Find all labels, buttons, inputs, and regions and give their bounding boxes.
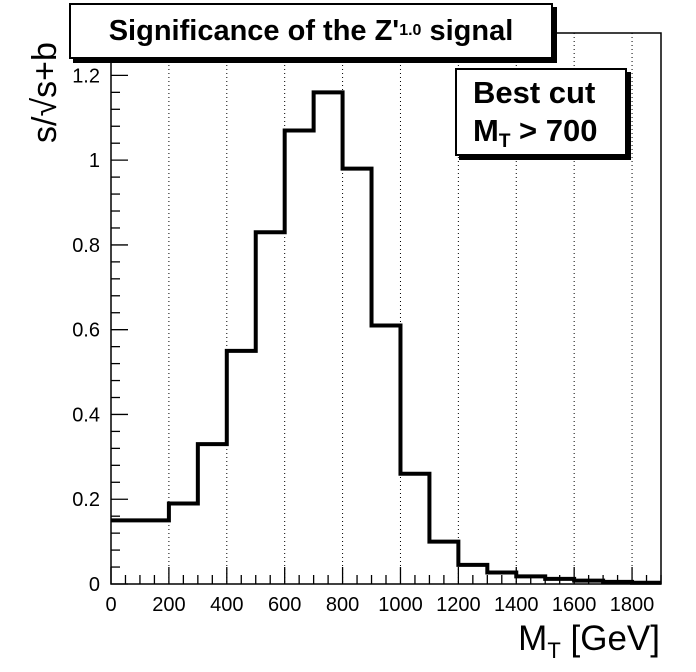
histogram-bin (314, 92, 343, 584)
histogram-bin (343, 169, 372, 584)
y-tick-label: 0.2 (72, 489, 100, 511)
chart-title-main: Significance of the Z' (108, 14, 400, 47)
annotation-mt-main: M (473, 113, 499, 148)
x-label-sub: T (547, 638, 560, 663)
x-tick-label: 1000 (378, 594, 423, 616)
x-tick-label: 1200 (436, 594, 481, 616)
x-tick-label: 600 (268, 594, 301, 616)
y-tick-label: 0.8 (72, 235, 100, 257)
histogram-bin (372, 325, 401, 584)
annotation-line-1: Best cut (473, 75, 596, 110)
histogram-bin (285, 130, 314, 584)
y-tick-label: 1.2 (72, 65, 100, 87)
histogram-series (111, 90, 661, 585)
x-tick-label: 1800 (610, 594, 655, 616)
y-tick-label: 0.6 (72, 320, 100, 342)
x-tick-label: 200 (152, 594, 185, 616)
y-tick-label: 1 (89, 150, 100, 172)
chart-title-suffix: signal (429, 14, 514, 47)
histogram-bin (256, 232, 285, 584)
chart-title-subscript: 1.0 (399, 22, 422, 39)
y-axis-label: s/√s+b (26, 42, 64, 143)
x-axis-label: MT [GeV] (518, 619, 660, 663)
y-tick-label: 0 (89, 574, 100, 596)
y-tick-label: 0.4 (72, 404, 100, 426)
histogram-bin (198, 444, 227, 584)
x-axis-ticks: 0 200 400 600 800 1000 1200 1400 1600 1800 (105, 567, 662, 616)
annotation-cut-value: > 700 (510, 113, 598, 148)
histogram-bin (169, 503, 198, 584)
x-tick-label: 800 (326, 594, 359, 616)
x-tick-label: 400 (210, 594, 243, 616)
x-label-unit: [GeV] (561, 619, 660, 658)
annotation-line-2: MT > 700 (473, 112, 625, 161)
histogram-bin (111, 520, 140, 584)
x-tick-label: 1600 (552, 594, 597, 616)
x-tick-label: 0 (105, 594, 116, 616)
annotation-mt-sub: T (498, 131, 511, 152)
y-axis-ticks: 0 0.2 0.4 0.6 0.8 1 1.2 (72, 40, 128, 596)
histogram-bin (227, 351, 256, 584)
best-cut-annotation: Best cut MT > 700 (455, 68, 627, 156)
chart-title: Significance of the Z' 1.0 signal (69, 3, 553, 59)
histogram-bin (140, 520, 169, 584)
x-label-main: M (518, 619, 547, 658)
histogram-bin (400, 474, 429, 584)
x-tick-label: 1400 (494, 594, 539, 616)
